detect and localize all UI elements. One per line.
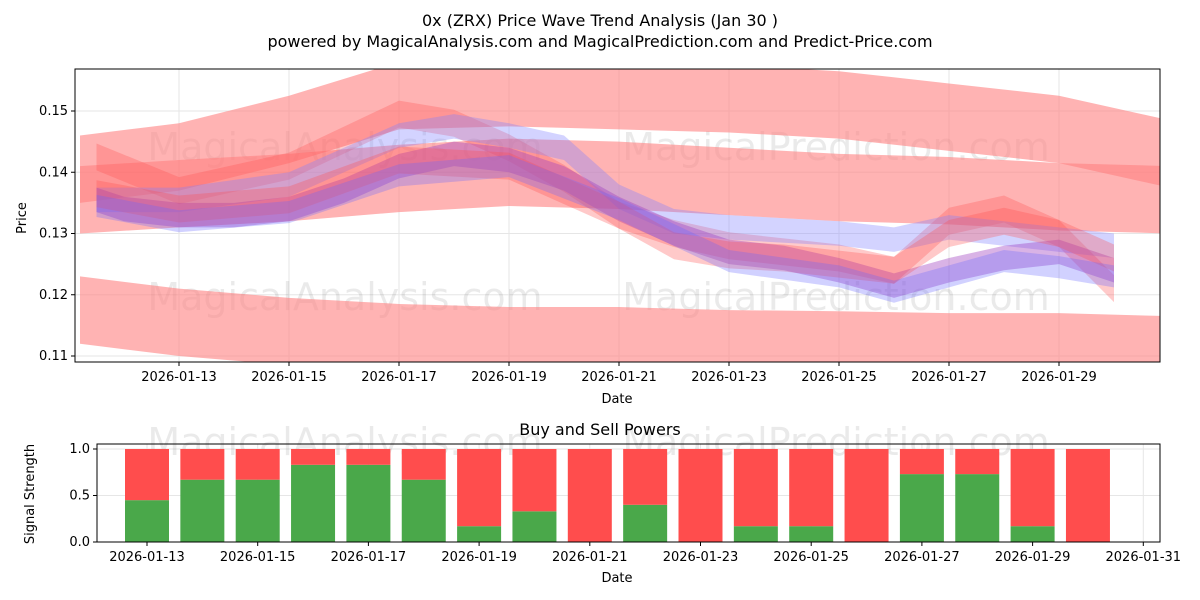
sell-bar xyxy=(733,449,778,527)
x-tick-label: 2026-01-19 xyxy=(471,370,547,385)
signal-y-label: Signal Strength xyxy=(23,444,38,544)
buy-bar xyxy=(346,464,391,542)
upper-red-band xyxy=(80,69,1160,203)
sell-bar xyxy=(180,449,225,480)
x-tick-label: 2026-01-15 xyxy=(220,550,296,565)
buy-bar xyxy=(235,479,280,542)
sell-bar xyxy=(1010,449,1055,527)
price-chart: 0.11 0.12 0.13 0.14 0.15 2026-01-13 2026-01-15… xyxy=(39,68,1161,385)
signal-x-label: Date xyxy=(601,571,632,586)
x-tick-label: 2026-01-23 xyxy=(663,550,739,565)
y-tick-label: 0.13 xyxy=(39,227,68,242)
x-tick-label: 2026-01-31 xyxy=(1106,550,1182,565)
y-tick-label: 0.5 xyxy=(69,489,90,504)
x-tick-label: 2026-01-17 xyxy=(331,550,407,565)
buy-bar xyxy=(899,474,944,542)
x-tick-label: 2026-01-13 xyxy=(109,550,185,565)
x-tick-label: 2026-01-19 xyxy=(441,550,517,565)
sell-bar xyxy=(789,449,834,527)
buy-bar xyxy=(457,526,502,542)
y-tick-label: 0.12 xyxy=(39,288,68,303)
price-plot-frame xyxy=(74,68,1161,363)
price-y-label: Price xyxy=(15,202,30,234)
sell-bar xyxy=(567,449,612,542)
y-tick-label: 1.0 xyxy=(69,442,90,457)
x-tick-label: 2026-01-21 xyxy=(552,550,628,565)
x-tick-label: 2026-01-21 xyxy=(581,370,657,385)
buy-bar xyxy=(623,504,668,542)
y-tick-label: 0.14 xyxy=(39,165,68,180)
buy-bar xyxy=(401,479,446,542)
y-tick-label: 0.11 xyxy=(39,349,68,364)
signal-chart-title: Buy and Sell Powers xyxy=(519,420,681,439)
wave-band-blue-low xyxy=(96,155,1114,303)
price-x-label: Date xyxy=(601,392,632,407)
buy-bar xyxy=(1010,526,1055,542)
x-tick-label: 2026-01-29 xyxy=(1021,370,1097,385)
sell-bar xyxy=(955,449,1000,475)
sell-bar xyxy=(899,449,944,475)
x-tick-label: 2026-01-29 xyxy=(995,550,1071,565)
x-tick-label: 2026-01-25 xyxy=(773,550,849,565)
bands xyxy=(80,69,1160,362)
buy-bar xyxy=(789,526,834,542)
wave-band-purple-main xyxy=(96,141,1114,298)
sell-bar xyxy=(1065,449,1110,542)
lower-red-band xyxy=(80,276,1160,362)
sell-bar xyxy=(457,449,502,527)
signal-plot-frame xyxy=(96,443,1161,543)
signal-chart: 0.0 0.5 1.0 2026-01-13 2026-01-15 2026-01-17 2… xyxy=(69,420,1181,565)
chart-title: 0x (ZRX) Price Wave Trend Analysis (Jan … xyxy=(422,11,778,30)
x-tick-label: 2026-01-27 xyxy=(911,370,987,385)
sell-bar xyxy=(291,449,336,465)
y-tick-label: 0.0 xyxy=(69,535,90,550)
x-tick-label: 2026-01-25 xyxy=(801,370,877,385)
buy-bar xyxy=(512,511,557,542)
x-tick-label: 2026-01-17 xyxy=(361,370,437,385)
sell-bar xyxy=(678,449,723,542)
sell-bar xyxy=(346,449,391,465)
x-tick-label: 2026-01-27 xyxy=(884,550,960,565)
sell-bar xyxy=(401,449,446,480)
x-tick-label: 2026-01-15 xyxy=(251,370,327,385)
buy-bar xyxy=(180,479,225,542)
chart-subtitle: powered by MagicalAnalysis.com and Magic… xyxy=(267,32,932,51)
sell-bar xyxy=(623,449,668,505)
wave-band-red-high xyxy=(96,100,1114,303)
sell-bar xyxy=(125,449,169,501)
wave-band-red-mid xyxy=(96,146,1114,284)
x-tick-label: 2026-01-13 xyxy=(141,370,217,385)
buy-bar xyxy=(125,500,169,542)
buy-bar xyxy=(733,526,778,542)
wave-band-blue-high xyxy=(96,114,1114,258)
x-tick-label: 2026-01-23 xyxy=(691,370,767,385)
sell-bar xyxy=(512,449,557,512)
sell-bar xyxy=(235,449,280,480)
middle-red-band xyxy=(80,138,1160,234)
buy-bar xyxy=(955,474,1000,542)
y-tick-label: 0.15 xyxy=(39,104,68,119)
sell-bar xyxy=(844,449,889,542)
buy-bar xyxy=(291,464,336,542)
